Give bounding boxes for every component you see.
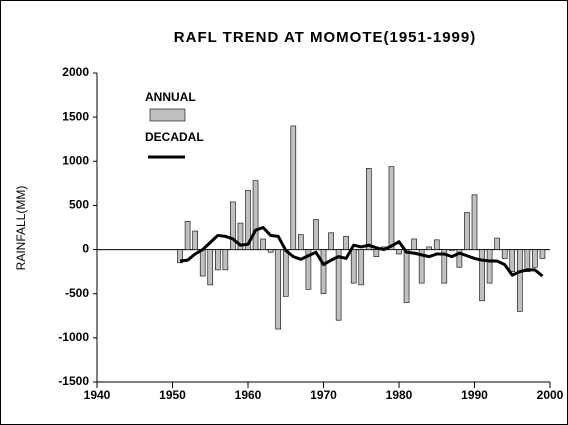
x-tick-label: 1990: [461, 388, 488, 402]
bar: [252, 180, 259, 250]
legend-swatch: [149, 108, 186, 122]
bar: [449, 249, 455, 251]
bar: [388, 166, 395, 250]
bar: [282, 249, 289, 297]
bar: [230, 201, 236, 250]
y-tick-label: -500: [65, 286, 89, 300]
bar: [260, 238, 266, 250]
bar: [456, 249, 463, 268]
bar: [237, 222, 244, 250]
x-tick-label: 1940: [84, 388, 111, 402]
bar: [464, 212, 470, 250]
bar: [320, 249, 327, 295]
bar: [524, 249, 531, 272]
bar: [305, 249, 312, 290]
bar: [373, 249, 380, 257]
y-tick-label: 1500: [62, 109, 89, 123]
y-tick-label: 500: [69, 198, 89, 212]
legend-label: ANNUAL: [145, 90, 196, 104]
bar: [418, 249, 425, 284]
x-tick-label: 1950: [159, 388, 186, 402]
bar: [396, 249, 402, 255]
bar: [335, 249, 342, 321]
bar: [494, 237, 500, 250]
x-tick-label: 1960: [235, 388, 262, 402]
bar: [426, 246, 433, 250]
bar: [403, 249, 410, 303]
bar: [328, 232, 334, 250]
x-tick-label: 1970: [310, 388, 337, 402]
bar: [275, 249, 282, 330]
bar: [343, 236, 349, 250]
bar: [184, 221, 191, 250]
bar: [192, 230, 198, 250]
bar: [365, 168, 372, 250]
bar: [350, 249, 357, 284]
bar: [177, 249, 183, 264]
bar: [207, 249, 214, 286]
bar: [411, 238, 417, 250]
bar: [267, 249, 274, 253]
bar: [215, 249, 221, 271]
bar: [471, 194, 478, 250]
legend-label: DECADAL: [145, 130, 204, 144]
y-tick-label: -1000: [58, 330, 89, 344]
y-tick-label: 2000: [62, 65, 89, 79]
bar: [199, 249, 206, 277]
bar: [433, 239, 440, 250]
bar: [313, 219, 319, 250]
chart-title: RAFL TREND AT MOMOTE(1951-1999): [174, 29, 476, 46]
bar: [358, 249, 365, 286]
bar: [501, 249, 508, 259]
y-tick-label: -1500: [58, 374, 89, 388]
y-axis-label: RAINFALL(MM): [14, 186, 28, 271]
bar: [486, 249, 493, 284]
y-tick-label: 0: [82, 242, 89, 256]
bar: [290, 125, 297, 250]
y-tick-label: 1000: [62, 153, 89, 167]
bar: [509, 249, 516, 272]
x-tick-label: 1980: [386, 388, 413, 402]
bar: [516, 249, 523, 312]
bar: [245, 190, 251, 250]
bar: [479, 249, 485, 302]
x-tick-label: 2000: [537, 388, 564, 402]
bar: [539, 249, 546, 259]
bar: [222, 249, 229, 271]
line: [179, 226, 544, 278]
bar: [298, 234, 304, 250]
bar: [441, 249, 448, 284]
bar: [532, 249, 538, 268]
